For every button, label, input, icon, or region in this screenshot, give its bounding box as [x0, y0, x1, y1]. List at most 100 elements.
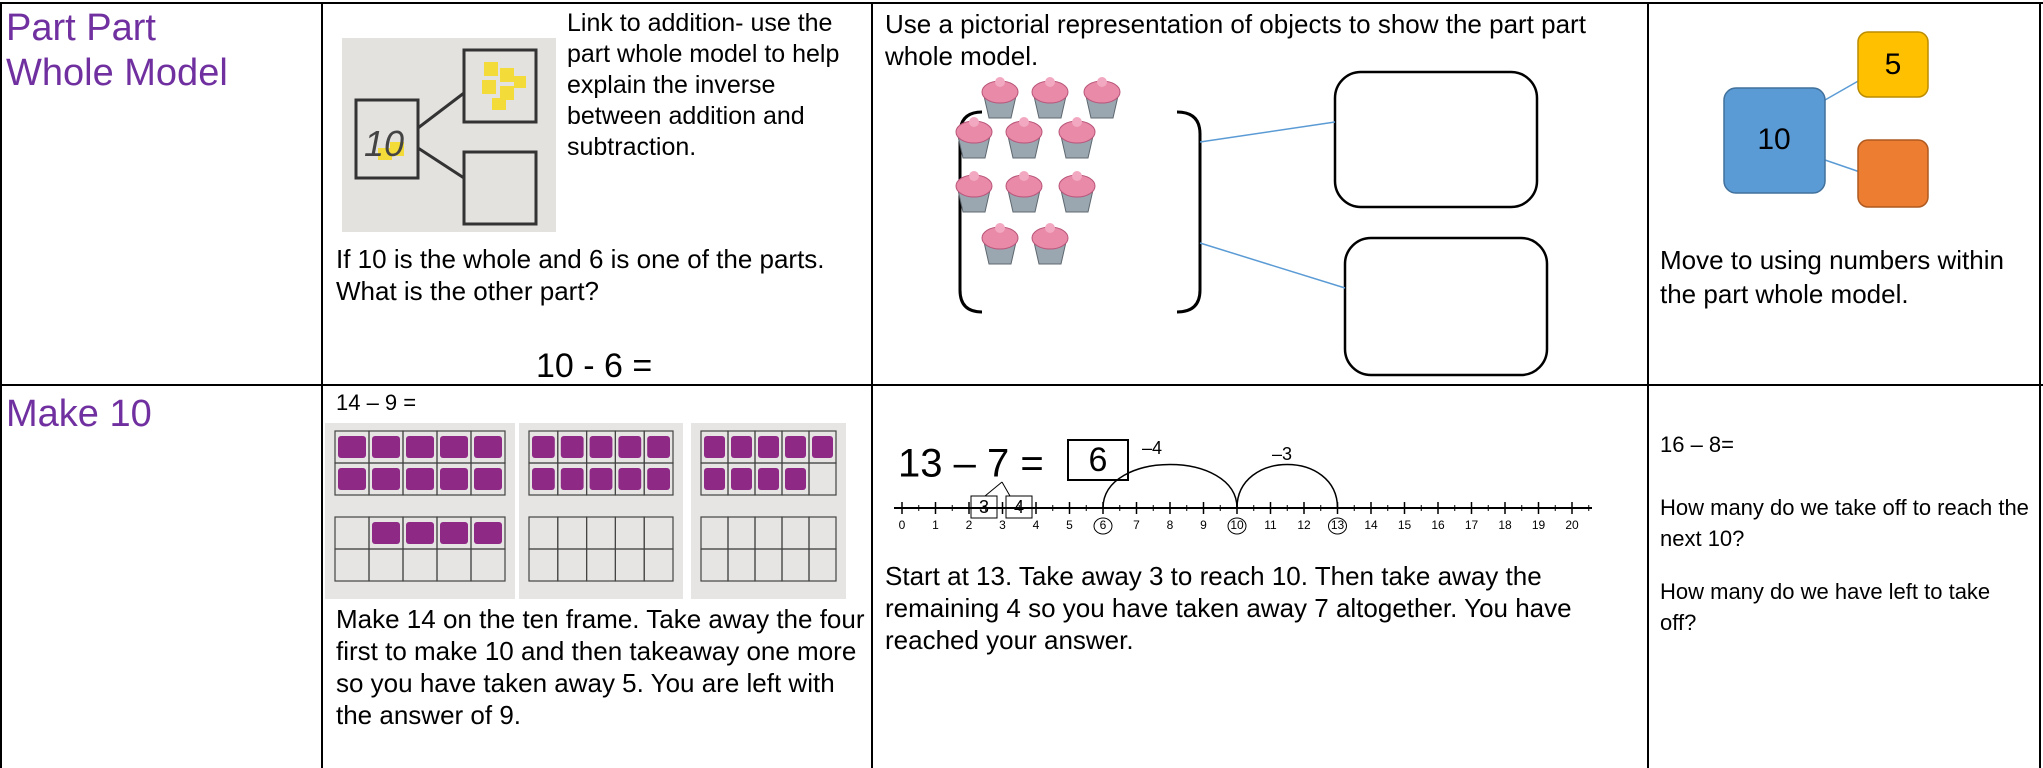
cupcake-part-whole [955, 70, 1549, 377]
tick-label: 12 [1297, 518, 1311, 532]
column-divider [871, 2, 873, 768]
tick-label: 2 [966, 518, 973, 532]
tick-label: 19 [1532, 518, 1546, 532]
counter [560, 436, 584, 458]
tick-label: 16 [1431, 518, 1445, 532]
part-box [1857, 139, 1929, 208]
tick-label: 17 [1465, 518, 1479, 532]
part-box [462, 150, 538, 226]
whole-number: 10 [1757, 123, 1790, 156]
connector [1824, 79, 1861, 101]
tick-label: 11 [1264, 518, 1277, 532]
counter [589, 468, 613, 490]
counter [406, 468, 434, 490]
number-part-whole: 10 5 [1723, 31, 1929, 208]
table-border [0, 2, 2043, 4]
abstract-text: Move to using numbers within the part wh… [1660, 245, 2004, 309]
counter [372, 436, 400, 458]
tick-label: 20 [1565, 518, 1579, 532]
counter [440, 436, 468, 458]
ten-frame-photos [325, 423, 846, 599]
circled-number [1093, 517, 1113, 535]
part: 3 [979, 497, 989, 517]
counter [532, 468, 555, 490]
cupcake-top [995, 77, 1005, 87]
tick-label: 8 [1167, 518, 1174, 532]
photo-part-whole: 10 [342, 38, 556, 232]
cupcake-top [969, 117, 979, 127]
jump-arc [1102, 463, 1238, 509]
side-text: Link to addition- use the part whole mod… [567, 9, 840, 161]
counter [532, 436, 555, 458]
cupcake-top [995, 223, 1005, 233]
cupcake [1005, 171, 1043, 213]
equation: 10 - 6 = [536, 347, 653, 385]
photo-label: 10 [364, 123, 404, 164]
frame-cell [470, 548, 506, 582]
whole-bracket [958, 110, 1202, 314]
whole-box [354, 98, 420, 180]
connector [1824, 159, 1861, 173]
counter [474, 468, 502, 490]
photo-bg [342, 38, 556, 232]
column-divider [1647, 2, 1649, 768]
counter [647, 436, 670, 458]
tick-label: 5 [1066, 518, 1073, 532]
tick-label: 0 [899, 518, 906, 532]
cupcake [1031, 77, 1069, 119]
cubes [378, 62, 526, 160]
pictorial-text: Start at 13. Take away 3 to reach 10. Th… [885, 561, 1572, 655]
connector [417, 146, 465, 180]
circled-number [1227, 517, 1247, 535]
tick-label: 10 [1230, 518, 1244, 532]
row-heading: Make 10 [6, 393, 152, 435]
whole-box [1723, 87, 1826, 194]
counter [474, 436, 502, 458]
circled-number [1328, 517, 1347, 535]
cupcake [1058, 117, 1096, 159]
jump-arc [1236, 463, 1339, 509]
tick-label: 13 [1331, 518, 1345, 532]
number-line: 13 – 7 = 6 3 4 –4 –3 0123456789101112131… [894, 438, 1592, 535]
cupcake-top [1072, 171, 1082, 181]
equation: 14 – 9 = [336, 390, 417, 415]
counter [731, 468, 752, 490]
counter [589, 436, 613, 458]
tick-label: 7 [1133, 518, 1140, 532]
counter [372, 522, 400, 544]
number-line-equation: 13 – 7 = [898, 442, 1044, 486]
frame-cell [808, 548, 837, 582]
cupcake-top [1097, 77, 1107, 87]
part-box [462, 48, 538, 124]
instruction: Use a pictorial representation of object… [885, 9, 1586, 71]
cupcake [1031, 223, 1069, 265]
column-divider [321, 2, 323, 768]
part-box [1343, 236, 1549, 377]
answer-box [1067, 439, 1129, 481]
cupcake [1058, 171, 1096, 213]
counter [785, 468, 806, 490]
counter [440, 522, 468, 544]
cupcake [1005, 117, 1043, 159]
cupcake-top [1019, 117, 1029, 127]
connector [417, 91, 465, 130]
tick-label: 9 [1200, 518, 1207, 532]
counter [474, 522, 502, 544]
part-box [1857, 31, 1929, 98]
cupcake [955, 117, 993, 159]
cupcake [981, 77, 1019, 119]
cupcake [1083, 77, 1121, 119]
answer: 6 [1089, 441, 1108, 479]
cupcake [955, 171, 993, 213]
counter [560, 468, 584, 490]
counter [440, 468, 468, 490]
counter [731, 436, 752, 458]
tick-label: 14 [1364, 518, 1378, 532]
question: How many do we have left to take off? [1660, 579, 1991, 635]
frame-cell [643, 462, 674, 496]
counter [785, 436, 806, 458]
cupcake-top [1072, 117, 1082, 127]
counter [758, 436, 779, 458]
part-number: 5 [1885, 48, 1902, 81]
counter [406, 522, 434, 544]
